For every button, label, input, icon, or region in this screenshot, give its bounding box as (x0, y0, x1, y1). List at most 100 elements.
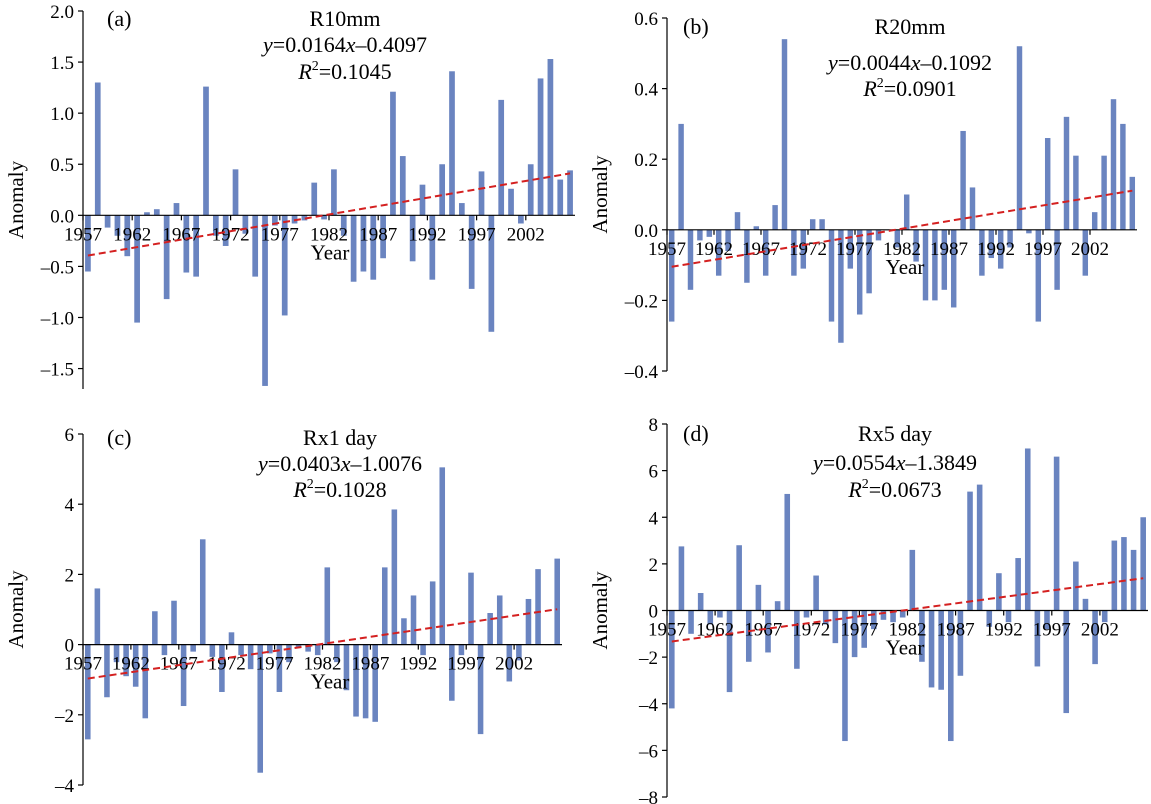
bar-1985 (938, 610, 944, 690)
bar-1962 (717, 610, 723, 618)
r-symbol: R (862, 76, 877, 101)
bar-1999 (1073, 561, 1079, 611)
bar-1990 (409, 215, 416, 262)
bar-1979 (295, 644, 302, 649)
x-tick-label: 1982 (310, 224, 348, 245)
x-tick-label: 1967 (162, 224, 200, 245)
y-tick-label: –0.5 (40, 257, 74, 278)
r-squared-value: =0.1045 (319, 59, 392, 84)
bar-1962 (134, 215, 140, 323)
bar-1978 (286, 644, 292, 663)
bar-1967 (765, 610, 771, 653)
bar-1998 (1054, 229, 1060, 290)
bar-1981 (321, 215, 327, 220)
bar-2003 (1101, 155, 1107, 230)
bar-1970 (794, 610, 800, 669)
bar-2003 (537, 78, 544, 216)
y-tick-label: –8 (638, 788, 658, 804)
bar-1993 (429, 581, 436, 645)
bar-1972 (813, 575, 819, 611)
bar-1980 (311, 182, 318, 216)
bar-1976 (272, 215, 278, 226)
bar-1969 (199, 539, 206, 645)
bar-1991 (996, 573, 1002, 611)
bar-2000 (1082, 598, 1089, 611)
trend-equation: y=0.0554x–1.3849 (811, 450, 977, 475)
y-tick-label: 4 (649, 508, 659, 529)
y-tick-label: 2 (65, 565, 75, 586)
bar-1983 (334, 644, 340, 663)
x-tick-label: 1972 (789, 239, 827, 260)
bar-1992 (997, 229, 1004, 269)
bar-1960 (697, 229, 703, 241)
panel-label: (a) (107, 6, 131, 31)
bar-1968 (774, 601, 781, 611)
bar-1987 (950, 229, 957, 308)
bar-1998 (1063, 610, 1070, 714)
bar-1974 (247, 644, 254, 670)
bar-1992 (429, 215, 436, 280)
bar-1996 (1044, 610, 1050, 630)
bar-1974 (252, 215, 259, 277)
bar-1981 (314, 644, 321, 656)
x-tick-label: 1957 (648, 239, 686, 260)
y-tick-label: –0.4 (624, 362, 659, 383)
equation-part: y (826, 50, 838, 75)
bar-1973 (238, 644, 244, 656)
y-tick-label: 0.4 (634, 80, 658, 101)
bar-1990 (986, 610, 993, 627)
x-tick-label: 2002 (507, 224, 545, 245)
bar-1967 (762, 229, 769, 276)
bar-1977 (856, 229, 863, 315)
bar-1979 (880, 610, 887, 620)
y-axis-label: Anomaly (4, 160, 28, 239)
bar-1980 (305, 644, 311, 652)
x-tick-label: 2002 (495, 654, 533, 675)
bar-1988 (390, 91, 396, 216)
bar-2003 (1111, 540, 1118, 611)
trend-equation: y=0.0403x–1.0076 (256, 451, 422, 476)
y-tick-label: 0.2 (634, 150, 658, 171)
bar-1986 (948, 610, 954, 742)
r-superscript: 2 (307, 477, 314, 492)
bar-1975 (838, 229, 844, 343)
panel-label: (b) (683, 14, 709, 39)
bar-1958 (678, 123, 684, 230)
equation-part: –0.4097 (354, 32, 427, 57)
bar-1982 (331, 169, 337, 216)
y-tick-label: 4 (65, 495, 75, 516)
y-axis-label: Anomaly (4, 570, 28, 649)
y-tick-label: 8 (649, 415, 659, 436)
x-tick-label: 1972 (208, 654, 246, 675)
panel-label: (d) (683, 421, 709, 446)
bar-1977 (276, 644, 283, 692)
bar-1996 (458, 644, 465, 656)
y-tick-label: 0.0 (50, 206, 74, 227)
y-tick-label: –4 (638, 695, 659, 716)
bar-1986 (362, 644, 369, 719)
bar-1958 (94, 588, 101, 645)
bar-1960 (697, 593, 704, 611)
bar-2006 (1140, 517, 1146, 611)
bar-1989 (969, 187, 976, 230)
bar-1998 (477, 644, 484, 735)
r-superscript: 2 (862, 477, 869, 492)
equation-part: x (340, 451, 351, 476)
bar-1977 (281, 215, 288, 316)
bar-1964 (153, 209, 160, 216)
bar-2001 (1092, 610, 1098, 665)
r-symbol: R (292, 477, 307, 502)
bar-1994 (1016, 46, 1023, 230)
x-tick-label: 1962 (113, 224, 151, 245)
bar-1957 (669, 610, 675, 709)
bar-1957 (85, 215, 91, 272)
x-tick-label: 1977 (261, 224, 299, 245)
bar-2005 (1120, 123, 1126, 230)
bar-1992 (1005, 610, 1012, 623)
bar-1994 (439, 467, 446, 645)
bar-1964 (152, 611, 158, 645)
bar-1973 (242, 215, 249, 234)
bar-1974 (828, 229, 835, 322)
bar-1998 (488, 215, 495, 332)
bar-1999 (487, 613, 493, 645)
